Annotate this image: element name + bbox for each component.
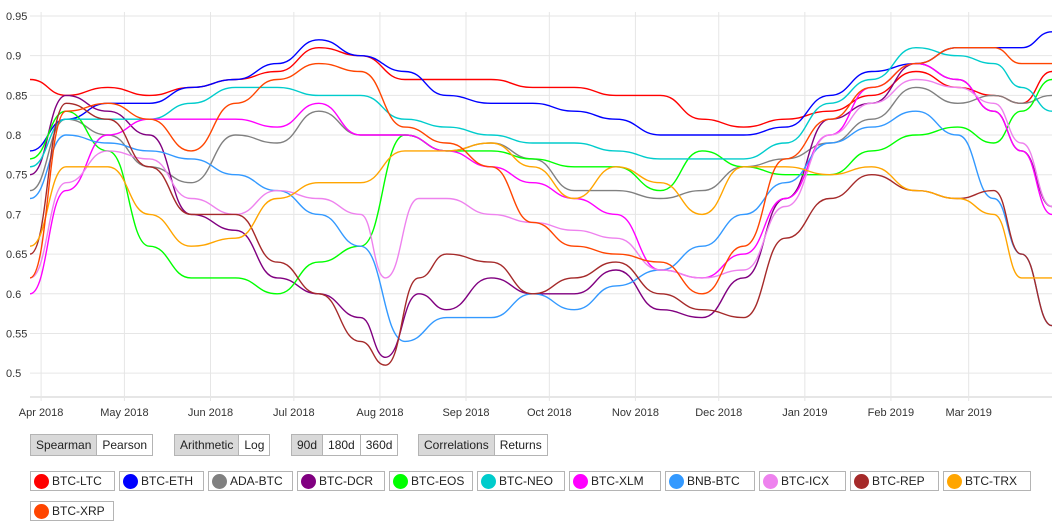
x-tick-label: Sep 2018 xyxy=(442,407,489,419)
x-tick-label: Nov 2018 xyxy=(612,407,659,419)
legend-label: BTC-TRX xyxy=(965,474,1017,488)
x-tick-label: Jul 2018 xyxy=(273,407,315,419)
legend-swatch xyxy=(481,473,496,489)
series-line-bnb-btc xyxy=(29,110,1053,343)
y-tick-label: 0.5 xyxy=(6,368,21,380)
x-tick-label: Mar 2019 xyxy=(945,407,991,419)
legend-label: BTC-ICX xyxy=(781,474,829,488)
legend-item-btc-xrp[interactable]: BTC-XRP xyxy=(30,501,114,521)
x-tick-label: Aug 2018 xyxy=(356,407,403,419)
legend-label: BTC-NEO xyxy=(499,474,553,488)
legend-swatch xyxy=(301,473,316,489)
series-lines xyxy=(29,31,1053,366)
log-button[interactable]: Log xyxy=(238,435,270,455)
legend-item-btc-trx[interactable]: BTC-TRX xyxy=(943,471,1031,491)
legend-swatch xyxy=(947,473,962,489)
y-tick-label: 0.55 xyxy=(6,328,27,340)
legend-label: BNB-BTC xyxy=(687,474,740,488)
y-tick-label: 0.7 xyxy=(6,209,21,221)
legend-swatch xyxy=(669,473,684,489)
legend-item-btc-eth[interactable]: BTC-ETH xyxy=(119,471,204,491)
returns-button[interactable]: Returns xyxy=(493,435,547,455)
y-tick-label: 0.75 xyxy=(6,170,27,182)
legend-swatch xyxy=(573,473,588,489)
scale-toggle: Arithmetic Log xyxy=(174,434,271,456)
legend-label: BTC-XRP xyxy=(52,504,105,518)
legend-swatch xyxy=(854,473,869,489)
y-tick-label: 0.9 xyxy=(6,51,21,63)
legend-swatch xyxy=(34,473,49,489)
pearson-button[interactable]: Pearson xyxy=(96,435,153,455)
legend-label: BTC-EOS xyxy=(411,474,465,488)
arithmetic-button[interactable]: Arithmetic xyxy=(175,435,239,455)
x-tick-label: Apr 2018 xyxy=(19,407,64,419)
y-tick-label: 0.65 xyxy=(6,249,27,261)
series-line-btc-icx xyxy=(29,78,1053,279)
x-tick-label: Dec 2018 xyxy=(695,407,742,419)
window-180d-button[interactable]: 180d xyxy=(322,435,360,455)
legend-item-btc-icx[interactable]: BTC-ICX xyxy=(759,471,846,491)
legend-label: ADA-BTC xyxy=(230,474,283,488)
legend-swatch xyxy=(212,473,227,489)
spearman-button[interactable]: Spearman xyxy=(31,435,97,455)
series-line-btc-xlm xyxy=(29,62,1053,295)
legend-item-btc-ltc[interactable]: BTC-LTC xyxy=(30,471,115,491)
legend-swatch xyxy=(34,503,49,519)
legend-item-btc-neo[interactable]: BTC-NEO xyxy=(477,471,565,491)
correlation-method-toggle: Spearman Pearson xyxy=(30,434,154,456)
series-line-btc-rep xyxy=(29,102,1053,366)
x-tick-label: Oct 2018 xyxy=(527,407,572,419)
legend-swatch xyxy=(393,473,408,489)
y-tick-label: 0.95 xyxy=(6,11,27,23)
legend-swatch xyxy=(763,473,778,489)
x-tick-label: Jun 2018 xyxy=(188,407,233,419)
mode-toggle: Correlations Returns xyxy=(418,434,548,456)
window-360d-button[interactable]: 360d xyxy=(359,435,398,455)
legend-label: BTC-REP xyxy=(872,474,925,488)
x-tick-label: May 2018 xyxy=(100,407,148,419)
series-line-btc-eth xyxy=(29,31,1053,152)
correlations-button[interactable]: Correlations xyxy=(419,435,494,455)
legend-item-btc-xlm[interactable]: BTC-XLM xyxy=(569,471,661,491)
legend-swatch xyxy=(123,473,138,489)
series-line-btc-eos xyxy=(29,78,1053,295)
y-tick-label: 0.8 xyxy=(6,130,21,142)
legend-label: BTC-XLM xyxy=(591,474,644,488)
legend-label: BTC-LTC xyxy=(52,474,102,488)
legend-item-bnb-btc[interactable]: BNB-BTC xyxy=(665,471,755,491)
x-tick-label: Feb 2019 xyxy=(868,407,914,419)
y-axis: 0.5 0.55 0.6 0.65 0.7 0.75 0.8 0.85 0.9 0.95 xyxy=(6,11,27,380)
series-line-btc-dcr xyxy=(29,62,1053,358)
series-line-btc-neo xyxy=(29,47,1053,168)
x-axis: Apr 2018 May 2018 Jun 2018 Jul 2018 Aug 2018… xyxy=(19,407,992,419)
correlation-chart: 0.5 0.55 0.6 0.65 0.7 0.75 0.8 0.85 0.9 0.95 Apr … xyxy=(6,11,1053,419)
window-toggle: 90d 180d 360d xyxy=(291,434,399,456)
x-tick-label: Jan 2019 xyxy=(782,407,827,419)
legend-item-btc-dcr[interactable]: BTC-DCR xyxy=(297,471,385,491)
y-tick-label: 0.6 xyxy=(6,289,21,301)
legend-item-btc-rep[interactable]: BTC-REP xyxy=(850,471,939,491)
legend-item-ada-btc[interactable]: ADA-BTC xyxy=(208,471,293,491)
series-line-btc-trx xyxy=(29,142,1052,279)
series-line-btc-xrp xyxy=(29,47,1052,295)
legend-label: BTC-ETH xyxy=(141,474,193,488)
legend-label: BTC-DCR xyxy=(319,474,373,488)
window-90d-button[interactable]: 90d xyxy=(292,435,323,455)
series-line-ada-btc xyxy=(29,86,1053,200)
legend-item-btc-eos[interactable]: BTC-EOS xyxy=(389,471,473,491)
y-tick-label: 0.85 xyxy=(6,90,27,102)
